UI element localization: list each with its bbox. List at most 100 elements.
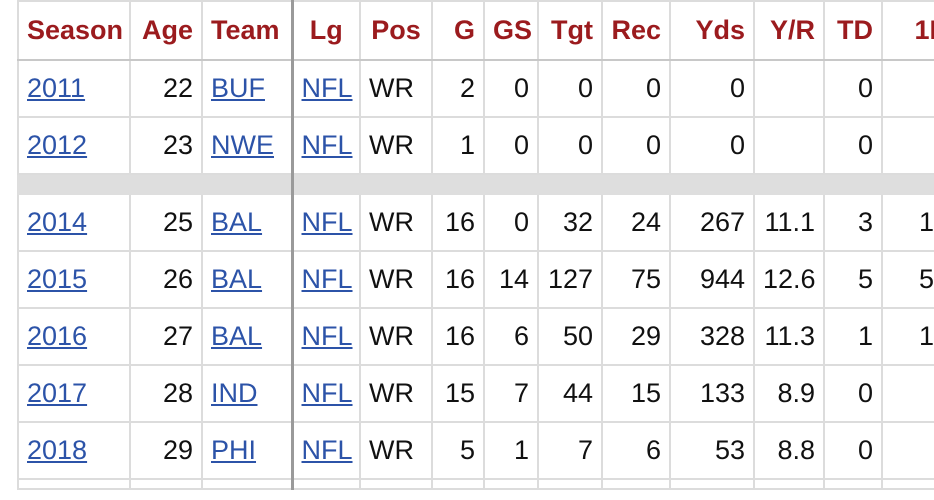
yards-per-reception-cell: 11.3 [753, 307, 825, 366]
team-link[interactable]: BAL [211, 321, 263, 351]
touchdowns-cell: 1 [823, 307, 883, 366]
games-started-cell: 1 [483, 421, 539, 480]
games-cell: 1 [431, 116, 485, 175]
league-link[interactable]: NFL [301, 73, 353, 103]
games-cell: 16 [431, 307, 485, 366]
games-cell: 16 [431, 250, 485, 309]
team-link[interactable]: IND [211, 378, 258, 408]
yards-per-reception-cell [753, 59, 825, 118]
targets-cell: 32 [537, 193, 603, 252]
header-season[interactable]: Season [17, 0, 131, 61]
yards-per-reception-cell: 8.9 [753, 364, 825, 423]
yards-cell: 0 [669, 59, 755, 118]
receptions-cell: 29 [601, 307, 671, 366]
first-downs-cell: 18 [881, 307, 934, 366]
header-receptions[interactable]: Rec [601, 0, 671, 61]
games-started-cell: 6 [483, 307, 539, 366]
yards-cell: 267 [669, 193, 755, 252]
first-downs-cell: 7 [881, 364, 934, 423]
targets-cell: 127 [537, 250, 603, 309]
age-cell: 28 [129, 364, 203, 423]
header-row: Season Age Team Lg Pos G GS Tgt Rec Yds … [17, 0, 934, 61]
receptions-cell: 15 [601, 364, 671, 423]
touchdowns-cell: 0 [823, 421, 883, 480]
yards-cell: 328 [669, 307, 755, 366]
games-started-cell: 0 [483, 116, 539, 175]
first-downs-cell: 55 [881, 250, 934, 309]
season-link[interactable]: 2011 [27, 73, 86, 103]
yards-per-reception-cell: 12.6 [753, 250, 825, 309]
first-downs-cell: 15 [881, 193, 934, 252]
targets-cell: 0 [537, 59, 603, 118]
touchdowns-cell: 0 [823, 364, 883, 423]
league-link[interactable]: NFL [301, 264, 353, 294]
games-cell: 16 [431, 193, 485, 252]
league-link[interactable]: NFL [301, 321, 353, 351]
league-link[interactable]: NFL [301, 435, 353, 465]
season-link[interactable]: 2012 [27, 130, 88, 160]
season-link[interactable]: 2017 [27, 378, 88, 408]
league-link[interactable]: NFL [301, 378, 353, 408]
receptions-cell: 0 [601, 116, 671, 175]
games-cell: 2 [431, 59, 485, 118]
touchdowns-cell: 0 [823, 116, 883, 175]
position-cell: WR [359, 421, 433, 480]
games-started-cell: 0 [483, 59, 539, 118]
first-downs-cell: 2 [881, 421, 934, 480]
header-yards[interactable]: Yds [669, 0, 755, 61]
season-link[interactable]: 2015 [27, 264, 88, 294]
header-first-downs[interactable]: 1D [881, 0, 934, 61]
header-position[interactable]: Pos [359, 0, 433, 61]
yards-per-reception-cell: 8.8 [753, 421, 825, 480]
position-cell: WR [359, 307, 433, 366]
season-link[interactable]: 2014 [27, 207, 88, 237]
position-cell: WR [359, 59, 433, 118]
season-link[interactable]: 2016 [27, 321, 88, 351]
touchdowns-cell: 5 [823, 250, 883, 309]
table-row: 2011 22 BUF NFL WR 2 0 0 0 0 0 0 [17, 59, 934, 118]
yards-cell: 53 [669, 421, 755, 480]
team-link[interactable]: PHI [211, 435, 257, 465]
games-started-cell: 14 [483, 250, 539, 309]
first-downs-cell: 0 [881, 116, 934, 175]
games-started-cell: 7 [483, 364, 539, 423]
table-row: 2016 27 BAL NFL WR 16 6 50 29 328 11.3 1… [17, 307, 934, 366]
receptions-cell: 75 [601, 250, 671, 309]
header-games-started[interactable]: GS [483, 0, 539, 61]
team-link[interactable]: BAL [211, 207, 263, 237]
receptions-cell: 0 [601, 59, 671, 118]
header-touchdowns[interactable]: TD [823, 0, 883, 61]
targets-cell: 44 [537, 364, 603, 423]
yards-per-reception-cell: 11.1 [753, 193, 825, 252]
table-footer-edge [17, 478, 934, 490]
targets-cell: 50 [537, 307, 603, 366]
receptions-cell: 6 [601, 421, 671, 480]
age-cell: 26 [129, 250, 203, 309]
age-cell: 22 [129, 59, 203, 118]
header-games[interactable]: G [431, 0, 485, 61]
table-row: 2017 28 IND NFL WR 15 7 44 15 133 8.9 0 … [17, 364, 934, 423]
header-team[interactable]: Team [201, 0, 294, 61]
team-link[interactable]: BUF [211, 73, 265, 103]
header-age[interactable]: Age [129, 0, 203, 61]
yards-per-reception-cell [753, 116, 825, 175]
header-targets[interactable]: Tgt [537, 0, 603, 61]
position-cell: WR [359, 364, 433, 423]
position-cell: WR [359, 116, 433, 175]
season-link[interactable]: 2018 [27, 435, 88, 465]
league-link[interactable]: NFL [301, 207, 353, 237]
table-row: 2014 25 BAL NFL WR 16 0 32 24 267 11.1 3… [17, 193, 934, 252]
header-league[interactable]: Lg [291, 0, 361, 61]
age-cell: 29 [129, 421, 203, 480]
games-cell: 15 [431, 364, 485, 423]
team-link[interactable]: BAL [211, 264, 263, 294]
age-cell: 23 [129, 116, 203, 175]
table-row: 2018 29 PHI NFL WR 5 1 7 6 53 8.8 0 2 [17, 421, 934, 480]
league-link[interactable]: NFL [301, 130, 353, 160]
header-yards-per-reception[interactable]: Y/R [753, 0, 825, 61]
games-started-cell: 0 [483, 193, 539, 252]
team-link[interactable]: NWE [211, 130, 274, 160]
age-cell: 27 [129, 307, 203, 366]
games-cell: 5 [431, 421, 485, 480]
position-cell: WR [359, 250, 433, 309]
